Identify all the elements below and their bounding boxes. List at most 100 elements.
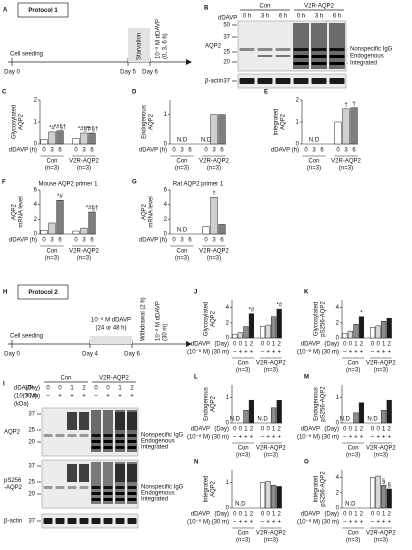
marker: 25 [223,50,230,56]
y-axis-label: AQP2 [149,113,155,130]
x-tick-label: 2 [250,342,254,348]
x-tick-label: 0 [371,512,375,518]
x-tick-label: 6 [188,148,192,154]
group-label: Con [176,159,187,165]
bar [381,410,387,424]
lane-label: – [46,394,50,400]
x-title: (10⁻⁸ M) [297,434,320,441]
blot-smear [91,410,101,452]
annotation: *#§† [86,206,98,212]
panel-letter: I [3,382,5,388]
blot-band [257,48,273,51]
x-tick-label: 6 [188,238,192,244]
title-box [17,284,69,300]
y-tick-label: 2 [34,98,38,104]
group-label: V2R-AQP2 [331,159,361,165]
day-label: Day 6 [124,352,140,358]
x-tick-label: + [272,435,276,441]
bar [232,333,238,339]
y-axis-label: pS256-AQP2 [321,386,327,422]
x-row-label: (Day) [324,427,339,433]
annotation: N.D [309,138,320,144]
header-label: (30 m) [23,394,40,400]
x-title: dDAVP [301,342,320,348]
blot-smear [67,464,77,482]
marker: 25 [28,480,35,486]
x-tick-label: 0 [266,512,270,518]
y-axis-label: AQP2 [142,203,148,220]
y-tick-label: 1 [226,480,230,486]
blot-smear [91,462,101,504]
x-tick-label: + [250,350,254,356]
x-tick-label: 0 [239,427,243,433]
y-tick-label: 2 [296,98,300,104]
x-row-label: (30 m) [322,435,339,441]
group-label: V2R-AQP2 [199,159,229,165]
x-tick-label: + [277,435,281,441]
bar [248,399,255,424]
seeding: Cell seeding [10,52,43,58]
x-tick-label: 0 [343,427,347,433]
bar [80,227,88,235]
x-tick-label: 0 [376,512,380,518]
annotation: N.D [177,138,188,144]
x-tick-label: 0 [42,238,46,244]
band-label: Endogenous [350,54,384,60]
y-tick-label: 0 [336,336,340,342]
y-axis-label: Glycosylated [314,302,320,336]
x-tick-label: 0 [376,342,380,348]
x-row-label: dDAVP (h) [9,238,37,244]
arrow-head [186,59,192,65]
group-label: (n=3) [77,256,91,262]
y-tick-label: 0 [34,232,38,238]
bar [386,399,392,424]
blot-band [91,434,101,437]
group-label: (n=3) [346,453,360,459]
bar [248,313,255,339]
bar [48,131,56,145]
bar [72,230,80,235]
annotation: *#§† [78,127,90,133]
x-tick-label: 6 [58,148,62,154]
annotation: § [382,479,385,485]
blot-band [91,492,101,495]
group-label: (n=3) [264,368,278,374]
x-row-label: (Day) [324,512,339,518]
x-title: (10⁻⁸ M) [297,349,320,356]
blot-band [115,492,125,495]
lane-label: + [130,394,134,400]
x-tick-label: 1 [244,342,248,348]
band-label: Nonspecific IgG [350,47,393,53]
blot-band [91,518,101,524]
group-label: (n=3) [307,166,321,172]
x-title: (10⁻⁸ M) [187,519,210,526]
y-tick-label: 0 [226,336,230,342]
marker: 37 [223,35,230,41]
y-axis-label: Glycosylated [12,105,18,139]
x-tick-label: 1 [354,512,358,518]
blot-band [311,78,327,84]
arrow-head [186,341,192,347]
x-tick-label: 1 [382,427,386,433]
y-axis-label: AQP2 [19,113,25,130]
x-tick-label: + [382,520,386,526]
bar [40,139,48,145]
y-axis-label: Integrated [274,108,280,135]
x-tick-label: 0 [261,512,265,518]
bar [218,224,226,235]
x-tick-label: + [272,350,276,356]
group-label: (n=3) [374,453,388,459]
bar [218,114,226,145]
x-tick-label: 0 [266,427,270,433]
lane-label: 1 [118,386,122,392]
y-tick-label: 2 [34,217,38,223]
day-label: Day 4 [82,352,98,358]
row-label: β-actin [205,79,223,85]
lane-label: 1 [70,386,74,392]
treatment-label: dDAVP [218,16,237,22]
x-tick-label: + [277,350,281,356]
bar [276,399,282,424]
y-axis-label: Integrated [314,475,320,502]
x-tick-label: – [233,520,237,526]
x-tick-label: 3 [212,148,216,154]
